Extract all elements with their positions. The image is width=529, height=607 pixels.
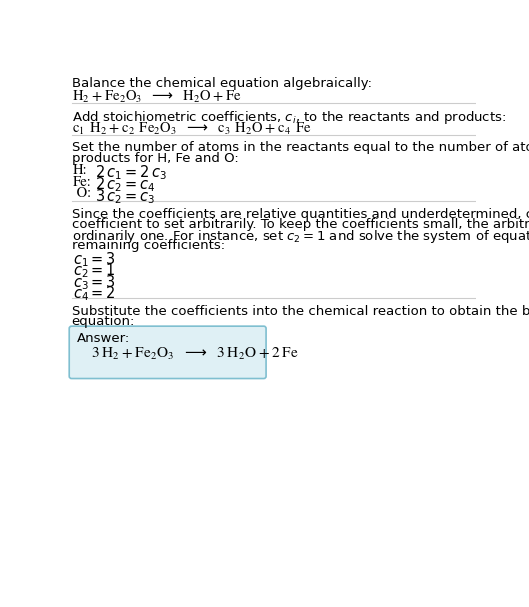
Text: O:: O: [73,187,91,200]
Text: Answer:: Answer: [77,332,130,345]
Text: Since the coefficients are relative quantities and underdetermined, choose a: Since the coefficients are relative quan… [71,208,529,220]
Text: $\mathregular{c_1\ H_2 + c_2\ Fe_2O_3}$  $\longrightarrow$  $\mathregular{c_3\ H: $\mathregular{c_1\ H_2 + c_2\ Fe_2O_3}$ … [71,121,311,137]
Text: $2\,c_1 = 2\,c_3$: $2\,c_1 = 2\,c_3$ [95,164,167,182]
Text: $c_3 = 3$: $c_3 = 3$ [73,273,116,292]
Text: H:: H: [73,164,88,177]
Text: remaining coefficients:: remaining coefficients: [71,239,225,252]
Text: Add stoichiometric coefficients, $c_i$, to the reactants and products:: Add stoichiometric coefficients, $c_i$, … [71,109,506,126]
Text: Substitute the coefficients into the chemical reaction to obtain the balanced: Substitute the coefficients into the che… [71,305,529,317]
Text: $c_1 = 3$: $c_1 = 3$ [73,250,116,269]
Text: $2\,c_2 = c_4$: $2\,c_2 = c_4$ [95,175,156,194]
Text: $c_4 = 2$: $c_4 = 2$ [73,285,116,304]
Text: $3\,c_2 = c_3$: $3\,c_2 = c_3$ [95,187,155,206]
Text: products for H, Fe and O:: products for H, Fe and O: [71,152,238,164]
Text: Fe:: Fe: [73,175,92,189]
Text: $\mathregular{3\,H_2 + Fe_2O_3}$  $\longrightarrow$  $\mathregular{3\,H_2O + 2\,: $\mathregular{3\,H_2 + Fe_2O_3}$ $\longr… [91,345,298,362]
Text: equation:: equation: [71,315,135,328]
Text: Balance the chemical equation algebraically:: Balance the chemical equation algebraica… [71,78,371,90]
FancyBboxPatch shape [69,326,266,379]
Text: $c_2 = 1$: $c_2 = 1$ [73,262,116,280]
Text: $\mathregular{H_2 + Fe_2O_3}$  $\longrightarrow$  $\mathregular{H_2O + Fe}$: $\mathregular{H_2 + Fe_2O_3}$ $\longrigh… [71,89,242,105]
Text: coefficient to set arbitrarily. To keep the coefficients small, the arbitrary va: coefficient to set arbitrarily. To keep … [71,218,529,231]
Text: Set the number of atoms in the reactants equal to the number of atoms in the: Set the number of atoms in the reactants… [71,141,529,154]
Text: ordinarily one. For instance, set $c_2 = 1$ and solve the system of equations fo: ordinarily one. For instance, set $c_2 =… [71,228,529,245]
